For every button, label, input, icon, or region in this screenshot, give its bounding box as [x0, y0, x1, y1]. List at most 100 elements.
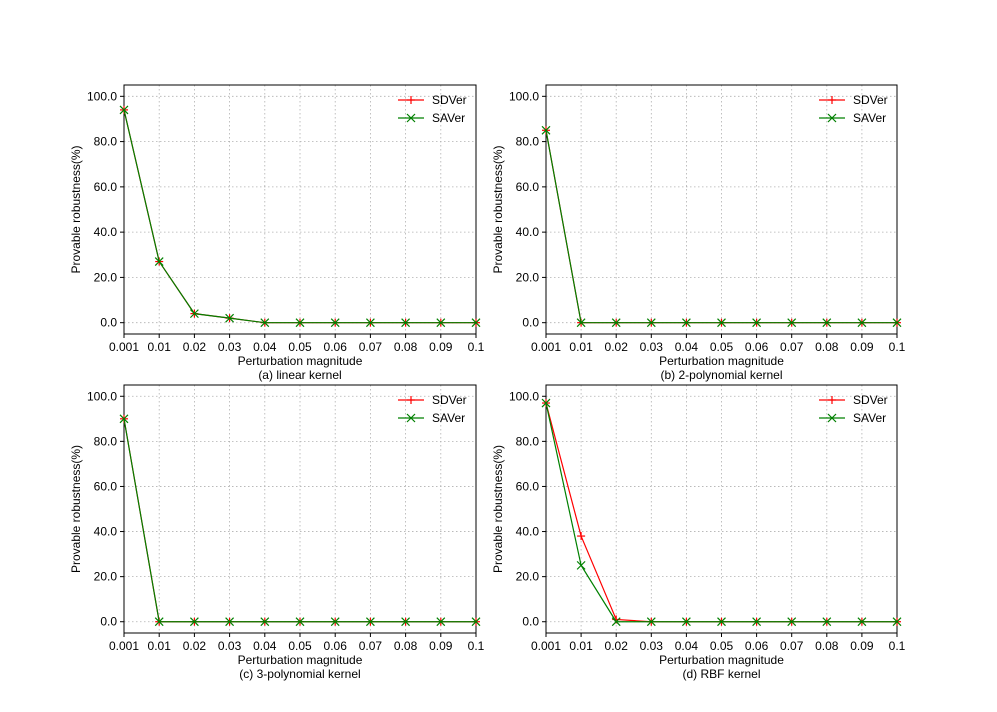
data-point-saver: [646, 318, 656, 328]
x-axis-title: Perturbation magnitude: [659, 653, 784, 667]
data-point-saver: [892, 617, 902, 627]
legend-label-sdver: SDVer: [853, 393, 888, 407]
y-axis-title: Provable robustness(%): [69, 145, 83, 273]
y-tick-label: 100.0: [87, 89, 117, 103]
data-point-saver: [401, 318, 411, 328]
data-point-saver: [717, 318, 726, 328]
y-tick-label: 60.0: [516, 479, 540, 493]
data-point-saver: [330, 617, 340, 627]
data-point-saver: [436, 617, 446, 627]
data-point-saver: [822, 318, 832, 328]
y-tick-label: 60.0: [516, 180, 540, 194]
data-point-saver: [611, 318, 621, 328]
x-tick-label: 0.1: [889, 639, 906, 653]
data-point-saver: [717, 617, 726, 627]
y-tick-label: 40.0: [516, 525, 540, 539]
legend-marker-saver: [406, 413, 416, 423]
y-tick-label: 40.0: [94, 225, 118, 239]
x-tick-label: 0.06: [745, 340, 769, 354]
y-tick-label: 80.0: [94, 434, 118, 448]
y-tick-label: 40.0: [516, 225, 540, 239]
y-tick-label: 80.0: [516, 135, 540, 149]
x-tick-label: 0.001: [531, 340, 561, 354]
data-point-saver: [260, 617, 270, 627]
x-tick-label: 0.07: [780, 639, 804, 653]
x-tick-label: 0.05: [288, 639, 312, 653]
data-point-saver: [225, 617, 235, 627]
y-tick-label: 100.0: [509, 389, 539, 403]
x-tick-label: 0.04: [253, 639, 277, 653]
x-tick-label: 0.04: [675, 639, 699, 653]
x-tick-label: 0.01: [148, 340, 172, 354]
chart-panel-3: 0.001 0.01 0.02 0.03 0.04 0.05 0.06 0.07 0.08 0.0…: [69, 384, 485, 681]
data-point-saver: [787, 617, 797, 627]
data-point-saver: [471, 318, 481, 328]
y-tick-label: 100.0: [87, 389, 117, 403]
x-tick-label: 0.03: [218, 639, 242, 653]
y-axis-title: Provable robustness(%): [69, 445, 83, 573]
data-point-saver: [330, 318, 340, 328]
data-point-saver: [119, 105, 129, 115]
x-tick-label: 0.02: [183, 639, 207, 653]
x-tick-label: 0.02: [605, 639, 629, 653]
x-tick-label: 0.001: [109, 639, 139, 653]
data-point-saver: [365, 318, 375, 328]
y-tick-label: 60.0: [94, 479, 118, 493]
legend-label-sdver: SDVer: [432, 93, 467, 107]
x-tick-label: 0.08: [815, 639, 839, 653]
legend-label-saver: SAVer: [853, 111, 886, 125]
series-line-saver: [545, 402, 897, 623]
x-tick-label: 0.03: [640, 340, 664, 354]
x-tick-label: 0.001: [531, 639, 561, 653]
y-tick-label: 0.0: [522, 615, 539, 629]
x-tick-label: 0.05: [710, 639, 734, 653]
data-point-saver: [260, 318, 270, 328]
y-axis-title: Provable robustness(%): [491, 145, 505, 273]
data-point-saver: [471, 617, 481, 627]
y-tick-label: 20.0: [94, 270, 118, 284]
panel-caption: (a) linear kernel: [258, 368, 341, 382]
x-tick-label: 0.01: [148, 639, 172, 653]
data-point-saver: [119, 414, 129, 424]
data-point-saver: [189, 617, 199, 627]
legend-marker-saver: [827, 113, 837, 123]
data-point-saver: [154, 257, 164, 266]
data-point-saver: [857, 617, 867, 627]
data-point-saver: [752, 318, 762, 328]
data-point-saver: [541, 398, 551, 408]
data-point-saver: [576, 560, 586, 570]
data-point-saver: [576, 318, 586, 328]
data-point-saver: [365, 617, 375, 627]
legend-label-saver: SAVer: [853, 411, 886, 425]
data-point-saver: [611, 617, 621, 627]
x-tick-label: 0.08: [394, 639, 418, 653]
data-point-saver: [892, 318, 902, 328]
data-point-saver: [857, 318, 867, 328]
x-tick-label: 0.06: [745, 639, 769, 653]
legend-label-sdver: SDVer: [432, 393, 467, 407]
x-tick-label: 0.1: [468, 639, 485, 653]
y-tick-label: 0.0: [522, 316, 539, 330]
x-tick-label: 0.07: [780, 340, 804, 354]
x-tick-label: 0.05: [710, 340, 734, 354]
x-tick-label: 0.01: [569, 340, 593, 354]
data-point-saver: [225, 313, 235, 323]
x-tick-label: 0.08: [394, 340, 418, 354]
panel-caption: (d) RBF kernel: [682, 667, 760, 681]
x-tick-label: 0.06: [324, 340, 348, 354]
data-point-saver: [681, 318, 691, 328]
y-tick-label: 100.0: [509, 89, 539, 103]
y-axis-title: Provable robustness(%): [491, 445, 505, 573]
y-tick-label: 20.0: [516, 270, 540, 284]
x-tick-label: 0.07: [359, 639, 383, 653]
data-point-saver: [436, 318, 446, 328]
y-tick-label: 20.0: [516, 570, 540, 584]
y-tick-label: 60.0: [94, 180, 118, 194]
x-tick-label: 0.09: [850, 639, 874, 653]
x-tick-label: 0.03: [218, 340, 242, 354]
y-tick-label: 40.0: [94, 525, 118, 539]
panel-caption: (c) 3-polynomial kernel: [239, 667, 360, 681]
x-axis-title: Perturbation magnitude: [238, 354, 363, 368]
x-tick-label: 0.09: [429, 639, 453, 653]
